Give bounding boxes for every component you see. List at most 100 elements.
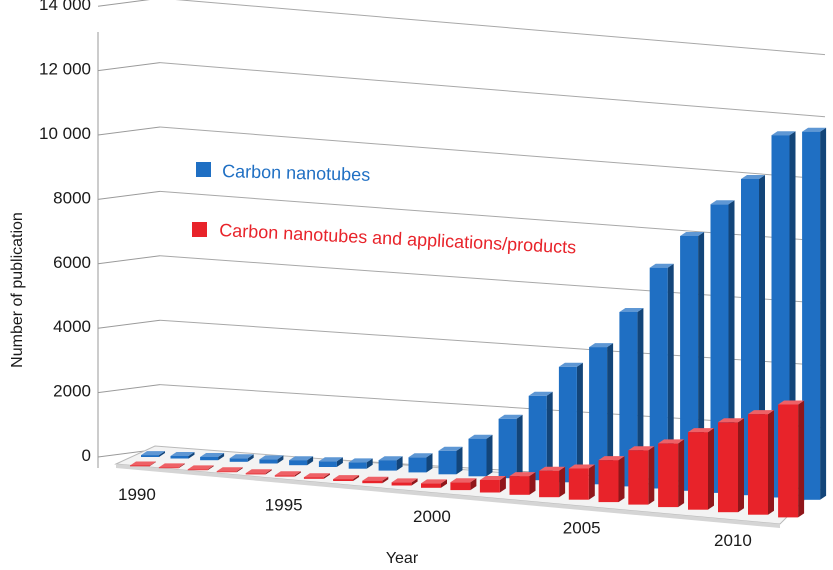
bar-side [236, 467, 243, 473]
gridline-14000 [175, 0, 826, 56]
bar-side [159, 451, 165, 457]
gridline-left-14000 [97, 0, 150, 7]
bar-side [426, 453, 433, 473]
bar-top [438, 446, 463, 451]
bar-applications-2006 [598, 456, 625, 503]
bar-front [479, 480, 500, 493]
bar-applications-1992 [187, 465, 214, 471]
bar-top [568, 464, 595, 469]
bar-carbon-nanotubes-1990 [141, 451, 165, 457]
bar-applications-2009 [688, 428, 714, 510]
bar-carbon-nanotubes-1991 [170, 452, 195, 459]
bar-side [618, 456, 625, 503]
bar-front [649, 267, 668, 489]
bar-side [366, 458, 373, 469]
gridline-left-6000 [97, 255, 161, 265]
bar-carbon-nanotubes-2007 [649, 263, 674, 489]
bar-side [207, 465, 214, 471]
bar-carbon-nanotubes-2002 [498, 414, 523, 479]
bar-side [247, 454, 254, 462]
bar-side [277, 455, 284, 464]
bar-top [421, 479, 447, 484]
bar-carbon-nanotubes-1992 [200, 453, 225, 461]
bar-side [667, 263, 674, 489]
bar-front [619, 312, 638, 487]
bar-top [688, 428, 714, 433]
floor-edge [116, 464, 780, 528]
y-tick-label: 0 [82, 446, 91, 465]
bar-side [768, 410, 774, 515]
bar-side [411, 478, 418, 486]
bar-side [607, 343, 614, 485]
legend-label-carbon-nanotubes: Carbon nanotubes [222, 161, 371, 185]
bar-front [628, 450, 649, 505]
bar-top [558, 362, 583, 367]
y-tick-label: 2000 [53, 382, 91, 401]
bar-applications-1999 [391, 478, 418, 486]
y-tick-label: 10 000 [39, 124, 91, 143]
bar-applications-1995 [274, 471, 301, 477]
legend-label-applications: Carbon nanotubes and applications/produc… [219, 220, 577, 257]
bar-top [468, 434, 493, 439]
bar-top [748, 410, 774, 415]
bar-front [289, 460, 308, 466]
bar-applications-1993 [216, 467, 243, 473]
y-tick-label: 4000 [53, 317, 91, 336]
bar-applications-1996 [303, 473, 330, 479]
bar-carbon-nanotubes-2006 [619, 308, 644, 487]
bar-front [170, 456, 189, 459]
y-tick-label: 14 000 [39, 0, 91, 14]
legend-swatch-carbon-nanotubes [196, 162, 211, 177]
bar-applications-2012 [778, 400, 805, 518]
bar-side [486, 434, 493, 477]
gridline-left-8000 [97, 190, 161, 200]
bar-side [798, 400, 805, 518]
bar-top [391, 478, 418, 483]
bar-side [576, 362, 583, 483]
bar-front [498, 418, 517, 479]
bar-top [680, 232, 705, 236]
bar-applications-2010 [718, 418, 744, 513]
bar-top [528, 391, 553, 396]
bar-carbon-nanotubes-2003 [528, 391, 553, 481]
bar-front [391, 482, 412, 486]
bar-side [648, 446, 655, 505]
bar-front [130, 465, 150, 467]
bar-carbon-nanotubes-2001 [468, 434, 493, 477]
bar-top [200, 453, 225, 457]
bar-top [802, 127, 827, 132]
bar-side [265, 469, 272, 475]
bar-applications-2008 [658, 439, 685, 508]
bar-front [274, 475, 295, 477]
bar-side [294, 471, 301, 477]
bar-applications-1990 [130, 461, 156, 467]
bar-front [688, 432, 708, 510]
bar-applications-2000 [421, 479, 447, 488]
bar-front [589, 347, 608, 485]
bar-front [450, 482, 471, 491]
bar-carbon-nanotubes-2012 [802, 127, 827, 500]
bar-top [479, 476, 506, 480]
x-tick-label: 2010 [714, 531, 752, 550]
bar-top [318, 457, 343, 462]
gridline-left-2000 [97, 384, 161, 394]
bar-top [348, 458, 373, 463]
bar-applications-1991 [158, 463, 185, 469]
bar-front [245, 473, 266, 475]
bar-top [539, 466, 566, 471]
gridline-10000 [159, 126, 826, 180]
bar-applications-1994 [245, 469, 272, 475]
x-tick-label: 1995 [265, 496, 303, 515]
y-axis-ticks: 0 2000 4000 6000 8000 10 000 12 000 14 000 [39, 0, 91, 465]
x-tick-label: 2005 [563, 519, 601, 538]
bar-top [141, 451, 165, 456]
bar-applications-2005 [568, 464, 595, 500]
bar-side [470, 478, 477, 491]
bar-applications-2001 [450, 478, 477, 491]
bar-front [408, 457, 427, 473]
y-tick-label: 12 000 [39, 60, 91, 79]
bar-top [509, 472, 536, 477]
bar-carbon-nanotubes-2004 [558, 362, 583, 483]
bar-applications-2007 [628, 446, 655, 505]
bar-carbon-nanotubes-1997 [348, 458, 373, 469]
